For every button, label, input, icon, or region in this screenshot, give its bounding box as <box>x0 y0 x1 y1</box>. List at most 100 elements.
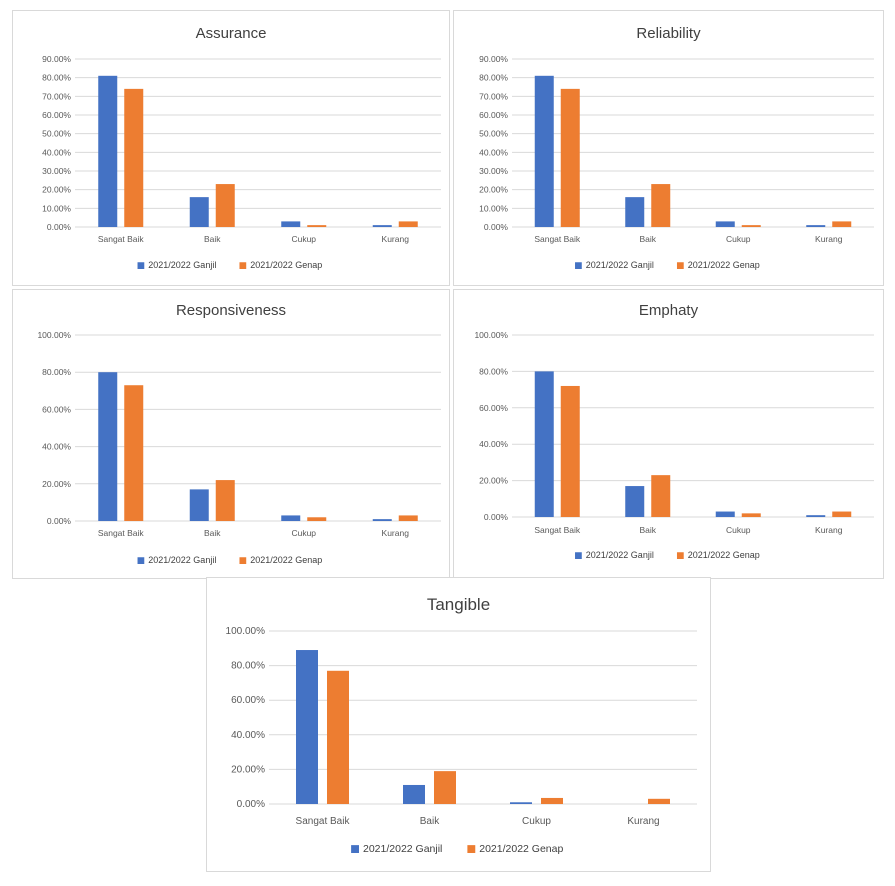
bar-genap <box>560 88 580 227</box>
bar-genap <box>741 513 761 517</box>
y-tick-label: 10.00% <box>42 203 71 213</box>
x-category-label: Baik <box>204 528 221 538</box>
y-tick-label: 80.00% <box>42 367 71 377</box>
bar-ganjil <box>372 225 392 227</box>
legend-label: 2021/2022 Genap <box>250 260 322 270</box>
bar-ganjil <box>534 371 554 517</box>
legend-swatch <box>137 262 145 269</box>
chart-panel-emphaty: Emphaty 0.00% 20.00% 40.00% 60.00% 80.00% 100.… <box>453 289 884 579</box>
chart-title: Responsiveness <box>176 302 286 319</box>
y-tick-label: 80.00% <box>231 661 265 672</box>
y-tick-label: 50.00% <box>479 129 508 139</box>
bar-genap <box>124 385 144 521</box>
x-category-label: Kurang <box>382 234 410 244</box>
bar-ganjil <box>98 372 118 521</box>
x-category-label: Baik <box>639 234 656 244</box>
bar-genap <box>651 475 671 517</box>
x-category-label: Cukup <box>726 234 751 244</box>
y-tick-label: 60.00% <box>231 695 265 706</box>
chart-title: Assurance <box>196 25 267 42</box>
bar-genap <box>215 184 235 227</box>
bar-genap <box>307 517 327 521</box>
bar-ganjil <box>625 197 645 227</box>
bar-genap <box>832 511 852 517</box>
chart-responsiveness: Responsiveness 0.00% 20.00% 40.00% 60.00% 80.… <box>37 302 441 565</box>
legend-label: 2021/2022 Ganjil <box>586 550 654 560</box>
bar-genap <box>651 184 671 227</box>
bar-genap <box>541 797 563 804</box>
chart-title: Emphaty <box>639 302 699 319</box>
y-tick-label: 40.00% <box>479 439 508 449</box>
chart-tangible: Tangible 0.00% 20.00% 40.00% 60.00% 80.00% 100… <box>226 595 697 855</box>
bar-genap <box>124 88 144 227</box>
y-tick-label: 0.00% <box>47 516 72 526</box>
y-tick-label: 60.00% <box>479 110 508 120</box>
y-tick-label: 20.00% <box>42 185 71 195</box>
x-category-label: Baik <box>204 234 221 244</box>
y-tick-label: 60.00% <box>42 110 71 120</box>
y-tick-label: 70.00% <box>42 91 71 101</box>
bar-ganjil <box>189 489 209 521</box>
legend-swatch <box>575 552 582 559</box>
bar-ganjil <box>510 802 532 804</box>
x-category-label: Sangat Baik <box>98 234 145 244</box>
x-category-label: Cukup <box>522 816 551 827</box>
y-tick-label: 100.00% <box>474 330 508 340</box>
chart-panel-reliability: Reliability 0.00% 10.00% 20.00% 30.00% 40.00%… <box>453 10 884 286</box>
x-category-label: Cukup <box>291 528 316 538</box>
bar-genap <box>398 221 418 227</box>
y-tick-label: 0.00% <box>484 512 509 522</box>
bar-ganjil <box>98 75 118 227</box>
bar-ganjil <box>534 75 554 227</box>
y-tick-label: 100.00% <box>226 626 266 637</box>
y-tick-label: 90.00% <box>479 54 508 64</box>
legend-swatch <box>575 262 582 269</box>
y-tick-label: 30.00% <box>479 166 508 176</box>
x-category-label: Kurang <box>627 816 659 827</box>
chart-title: Tangible <box>427 595 490 614</box>
y-tick-label: 100.00% <box>37 330 71 340</box>
bar-genap <box>434 771 456 804</box>
bar-genap <box>398 515 418 521</box>
y-tick-label: 80.00% <box>42 73 71 83</box>
legend-label: 2021/2022 Ganjil <box>363 843 442 855</box>
legend-swatch <box>239 262 247 269</box>
x-category-label: Sangat Baik <box>534 525 581 535</box>
chart-emphaty: Emphaty 0.00% 20.00% 40.00% 60.00% 80.00% 100.… <box>474 302 874 560</box>
chart-assurance: Assurance 0.00% 10.00% 20.00% 30.00% 40.00% 50… <box>42 25 441 270</box>
x-category-label: Kurang <box>815 234 843 244</box>
y-tick-label: 40.00% <box>479 147 508 157</box>
bar-ganjil <box>715 221 735 227</box>
x-category-label: Cukup <box>726 525 751 535</box>
y-tick-label: 20.00% <box>231 764 265 775</box>
chart-panel-tangible: Tangible 0.00% 20.00% 40.00% 60.00% 80.00% 100… <box>206 577 711 872</box>
x-category-label: Sangat Baik <box>296 816 351 827</box>
bar-genap <box>648 798 670 804</box>
bar-genap <box>215 480 235 521</box>
bar-ganjil <box>806 515 826 517</box>
legend-swatch <box>467 845 476 853</box>
y-tick-label: 30.00% <box>42 166 71 176</box>
y-tick-label: 40.00% <box>42 147 71 157</box>
x-category-label: Sangat Baik <box>98 528 145 538</box>
bar-ganjil <box>281 221 301 227</box>
y-tick-label: 50.00% <box>42 129 71 139</box>
y-tick-label: 20.00% <box>479 476 508 486</box>
legend-label: 2021/2022 Genap <box>688 550 760 560</box>
x-category-label: Kurang <box>382 528 410 538</box>
y-tick-label: 80.00% <box>479 73 508 83</box>
y-tick-label: 0.00% <box>47 222 72 232</box>
bar-ganjil <box>806 225 826 227</box>
chart-reliability: Reliability 0.00% 10.00% 20.00% 30.00% 40.00%… <box>479 25 874 270</box>
y-tick-label: 80.00% <box>479 366 508 376</box>
x-category-label: Sangat Baik <box>534 234 581 244</box>
legend-label: 2021/2022 Ganjil <box>586 260 654 270</box>
bar-ganjil <box>403 784 425 804</box>
legend-swatch <box>351 845 359 853</box>
bar-ganjil <box>625 486 645 517</box>
y-tick-label: 60.00% <box>42 404 71 414</box>
y-tick-label: 40.00% <box>42 442 71 452</box>
bar-ganjil <box>715 511 735 517</box>
legend-label: 2021/2022 Ganjil <box>148 555 216 565</box>
y-tick-label: 10.00% <box>479 203 508 213</box>
